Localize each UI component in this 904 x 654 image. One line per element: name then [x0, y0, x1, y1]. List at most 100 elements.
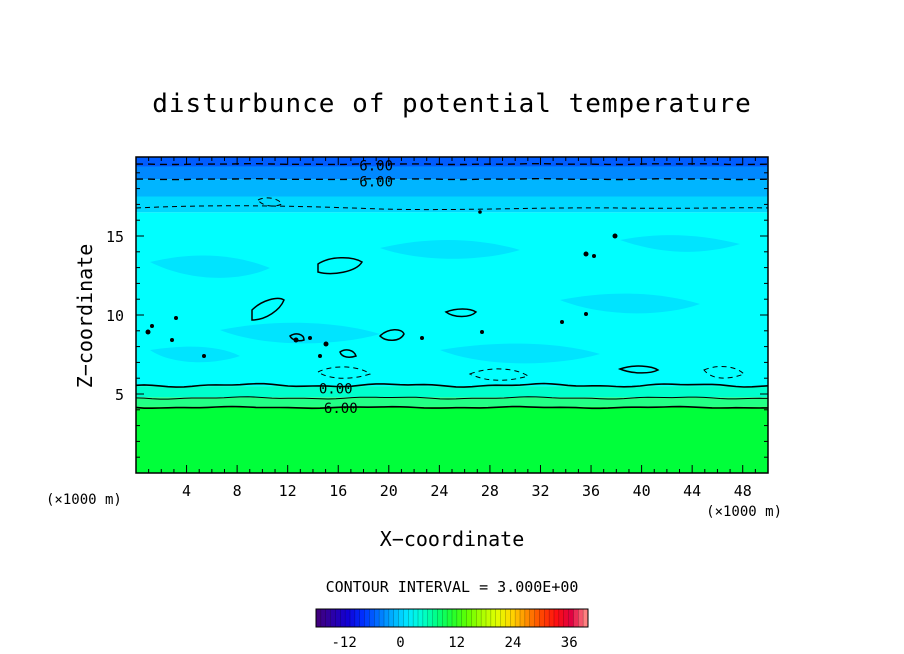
anomaly-patch — [150, 346, 240, 363]
contour-dot — [170, 338, 174, 342]
contour-loop — [289, 333, 305, 342]
colorbar-cell — [330, 609, 336, 627]
contour-line-six — [136, 405, 768, 410]
colorbar-cell — [403, 609, 409, 627]
y-tick-label: 5 — [115, 386, 124, 404]
x-tick-label: 28 — [481, 482, 499, 500]
colorbar-tick-label: 0 — [396, 635, 404, 651]
contour-dot — [583, 251, 589, 257]
colorbar-cell — [554, 609, 560, 627]
x-tick-label: 12 — [279, 482, 297, 500]
colorbar-cell — [481, 609, 487, 627]
colorbar-cell — [549, 609, 555, 627]
colorbar-cell — [379, 609, 385, 627]
contour-dot — [420, 336, 424, 340]
colorbar-cell — [316, 609, 322, 627]
colorbar-frame — [315, 608, 589, 628]
contour-loop — [444, 308, 478, 318]
dashed-contours — [136, 197, 768, 381]
contour-dot — [612, 233, 618, 239]
colorbar-cell — [388, 609, 395, 627]
contour-label: 6.00 — [359, 159, 393, 175]
colorbar-cell — [456, 609, 463, 627]
contour-dot — [592, 254, 596, 258]
colorbar-cell — [486, 609, 492, 627]
anomaly-patch — [440, 343, 600, 364]
colorbar-tick-label: 12 — [448, 635, 465, 651]
contour-dot — [478, 210, 482, 214]
contour-line-top — [136, 177, 768, 181]
colorbar-cell — [393, 609, 399, 627]
colorbar-cell — [340, 609, 346, 627]
x-tick-label: 40 — [633, 482, 651, 500]
colorbar-cell — [461, 609, 467, 627]
colorbar-cell — [354, 609, 361, 627]
y-axis-ticks: 5 10 15 — [106, 172, 768, 458]
colorbar-cell — [374, 609, 380, 627]
contour-dot — [480, 330, 484, 334]
colorbar-cell — [418, 609, 424, 627]
x-axis-unit: (×1000 m) — [706, 504, 782, 520]
contour-labels: 0.006.006.006.00 — [319, 159, 393, 418]
colorbar-cell — [500, 609, 506, 627]
contour-dot — [308, 336, 312, 340]
contour-dot — [584, 312, 588, 316]
colorbar-cell — [510, 609, 516, 627]
anomaly-patch — [380, 239, 520, 259]
colorbar-cell — [524, 609, 531, 627]
x-tick-label: 16 — [329, 482, 347, 500]
colorbar-cell — [490, 609, 497, 627]
x-tick-label: 48 — [734, 482, 752, 500]
colorbar-cell — [466, 609, 472, 627]
colorbar-cell — [325, 609, 331, 627]
x-tick-label: 20 — [380, 482, 398, 500]
contour-dot — [150, 324, 154, 328]
colorbar-cell — [515, 609, 521, 627]
layer-band — [136, 406, 768, 473]
colorbar-cell — [384, 609, 390, 627]
contour-loop-dashed — [317, 366, 372, 379]
colorbar-cell — [563, 609, 569, 627]
colorbar-cell — [398, 609, 404, 627]
colorbar-tick-label: -12 — [331, 635, 356, 651]
contour-label: 0.00 — [319, 381, 353, 397]
colorbar-cell — [447, 609, 453, 627]
contour-line-top — [136, 163, 768, 166]
colorbar-cell — [345, 609, 351, 627]
colorbar-cell — [495, 609, 501, 627]
anomaly-patch — [220, 322, 380, 344]
colorbar-cell — [437, 609, 443, 627]
anomaly-patch — [560, 293, 700, 314]
colorbar-cell — [529, 609, 535, 627]
contour-line-mid — [136, 396, 768, 400]
anomaly-patches — [150, 235, 740, 364]
anomaly-patch — [620, 235, 740, 252]
colorbar-ticks: -12 0 12 24 36 — [331, 635, 577, 651]
contour-loop-dashed — [468, 368, 530, 381]
x-tick-label: 4 — [182, 482, 191, 500]
contour-dot — [145, 329, 151, 335]
contour-line-zero — [136, 382, 768, 388]
contour-label: 6.00 — [324, 401, 358, 417]
contour-loop — [251, 297, 285, 321]
x-axis-label: X−coordinate — [380, 527, 525, 551]
colorbar-cell — [476, 609, 482, 627]
colorbar-cell — [452, 609, 458, 627]
colorbar-cell — [320, 609, 327, 627]
x-axis-ticks: 4 8 12 16 20 24 28 32 36 40 44 48 — [148, 157, 756, 500]
layer-band — [136, 397, 768, 407]
contour-loop — [617, 365, 660, 374]
contour-dot — [323, 341, 329, 347]
contour-loop — [378, 329, 405, 341]
colorbar-cell — [335, 609, 341, 627]
colorbar-cell — [364, 609, 370, 627]
colorbar-tick-label: 36 — [561, 635, 578, 651]
layer-band — [136, 386, 768, 398]
x-tick-label: 44 — [683, 482, 701, 500]
contour-dot — [174, 316, 178, 320]
colorbar-cell — [544, 609, 550, 627]
colorbar-cell — [369, 609, 375, 627]
colorbar-cells — [315, 609, 589, 627]
contour-dots — [145, 210, 618, 358]
